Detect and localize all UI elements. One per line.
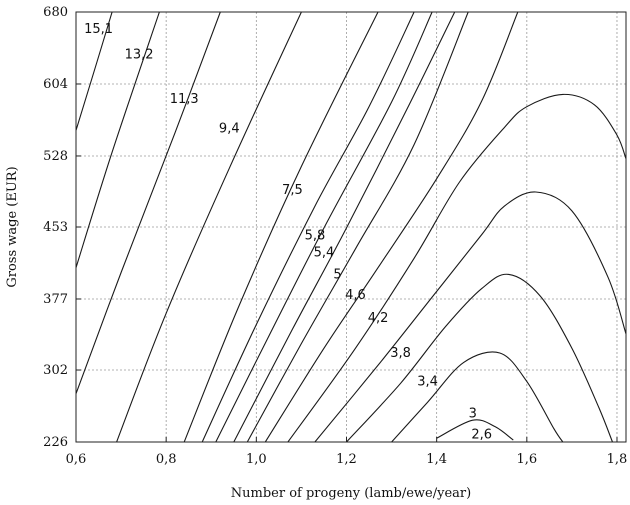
- contour-labels: 15,1 13,2 11,3 9,4 7,5 5,8 5,4 5 4,64,2 3,8 3,4 3 2,…: [84, 22, 492, 442]
- y-tick-label: 604: [43, 77, 68, 92]
- y-tick-label: 453: [43, 220, 68, 235]
- contour-line: [246, 12, 469, 442]
- x-tick-label: 1,4: [426, 452, 447, 467]
- contour-label: 3: [469, 407, 477, 422]
- contour-line: [314, 191, 626, 442]
- contour-label: 11,3: [170, 92, 199, 107]
- contour-line: [76, 12, 160, 268]
- contour-label: 4,6: [345, 288, 366, 303]
- y-tick-label: 302: [43, 363, 68, 378]
- y-axis-title: Gross wage (EUR): [5, 166, 20, 287]
- y-tick-label: 377: [43, 292, 68, 307]
- grid-lines: [76, 12, 626, 442]
- plot-frame: [75, 11, 627, 443]
- contour-label: 3,8: [390, 346, 411, 361]
- x-tick-label: 0,8: [156, 452, 177, 467]
- contour-label: 3,4: [417, 374, 438, 389]
- contour-line: [76, 12, 113, 131]
- x-tick-label: 1,0: [246, 452, 267, 467]
- x-axis-ticks: 0,6 0,8 1,0 1,2 1,4 1,6 1,8: [66, 437, 628, 467]
- contour-line: [233, 12, 456, 442]
- contour-label: 5,8: [305, 229, 326, 244]
- x-axis-title: Number of progeny (lamb/ewe/year): [231, 486, 471, 501]
- x-tick-label: 1,8: [607, 452, 628, 467]
- contour-label: 4,2: [368, 311, 389, 326]
- contour-line: [287, 93, 626, 442]
- contour-line: [76, 12, 221, 394]
- y-tick-label: 528: [43, 149, 68, 164]
- x-tick-label: 1,2: [336, 452, 357, 467]
- y-tick-label: 226: [43, 435, 68, 450]
- x-tick-label: 0,6: [66, 452, 87, 467]
- contour-label: 2,6: [471, 427, 492, 442]
- contour-label: 5,4: [314, 246, 335, 261]
- contour-line: [183, 12, 379, 442]
- contour-line: [116, 12, 302, 442]
- contour-lines: [76, 12, 626, 442]
- contour-label: 9,4: [219, 121, 240, 136]
- contour-label: 7,5: [282, 183, 303, 198]
- y-tick-label: 680: [43, 5, 68, 20]
- contour-line: [346, 273, 614, 442]
- contour-line: [264, 12, 519, 442]
- contour-label: 15,1: [84, 22, 113, 37]
- contour-line: [201, 12, 415, 442]
- contour-line: [436, 419, 514, 441]
- x-tick-label: 1,6: [516, 452, 537, 467]
- contour-label: 5: [333, 267, 341, 282]
- contour-label: 13,2: [125, 48, 154, 63]
- contour-line: [391, 351, 564, 442]
- contour-line: [215, 12, 433, 442]
- y-axis-ticks: 226 302 377 453 528 604 680: [43, 5, 81, 450]
